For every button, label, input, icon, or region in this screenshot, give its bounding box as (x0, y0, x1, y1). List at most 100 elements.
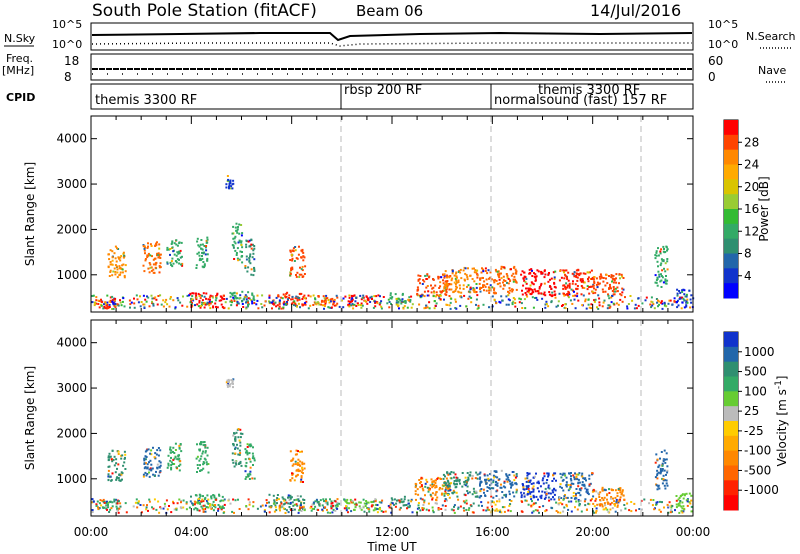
power-colorbar-swatch (724, 134, 738, 151)
power-cell (601, 288, 604, 291)
power-cell (608, 304, 611, 307)
power-cell (166, 248, 169, 251)
power-cell (202, 292, 205, 295)
power-cell (539, 284, 542, 287)
velocity-cell (212, 509, 215, 512)
velocity-cell (233, 432, 236, 435)
power-cell (111, 274, 114, 277)
power-cell (203, 295, 206, 298)
velocity-cell (159, 506, 162, 509)
power-cell (244, 265, 247, 267)
power-cell (626, 307, 629, 310)
power-cell (195, 294, 198, 297)
velocity-cell (300, 478, 303, 481)
power-cell (548, 291, 551, 293)
velocity-cell (616, 492, 619, 495)
velocity-cell (116, 476, 119, 479)
power-cell (596, 281, 599, 284)
power-cell (260, 303, 263, 305)
velocity-cell (567, 500, 570, 503)
velocity-cell (185, 501, 188, 504)
power-cell (170, 243, 173, 245)
power-cell (292, 247, 295, 250)
velocity-cell (662, 478, 665, 481)
velocity-cell (434, 482, 437, 484)
power-cell (468, 295, 471, 298)
velocity-cell (291, 464, 294, 467)
station-title: South Pole Station (fitACF) (92, 1, 317, 21)
power-cell (419, 275, 422, 277)
power-echo-region (654, 245, 669, 288)
velocity-cell (199, 443, 202, 446)
power-cell (380, 300, 383, 303)
power-cell (524, 292, 527, 294)
velocity-cell (419, 486, 422, 489)
power-cell (285, 295, 288, 298)
power-cell (467, 297, 470, 300)
power-cell (549, 278, 551, 281)
velocity-cell (553, 472, 556, 475)
power-cell (144, 258, 147, 260)
power-cell (482, 286, 484, 288)
velocity-cell (302, 498, 305, 501)
power-cell (455, 285, 457, 288)
power-cell (152, 263, 155, 266)
power-cell (124, 264, 127, 267)
power-cell (591, 290, 594, 293)
velocity-cell (549, 492, 552, 495)
power-cell (205, 249, 208, 252)
power-cell (235, 254, 238, 256)
power-cell (253, 269, 256, 272)
velocity-cell (365, 500, 368, 502)
velocity-cell (365, 502, 368, 505)
power-cell (305, 300, 308, 303)
power-cell (206, 236, 209, 239)
velocity-cell (606, 498, 608, 501)
velocity-cell (203, 504, 206, 507)
velocity-cell (560, 476, 563, 479)
velocity-cell (617, 488, 620, 490)
power-cell (229, 300, 232, 303)
velocity-cell (362, 505, 365, 508)
velocity-cell (220, 507, 223, 510)
velocity-cell (299, 460, 302, 463)
velocity-cell (640, 508, 643, 511)
power-cell (492, 279, 495, 282)
velocity-cell (576, 478, 579, 481)
power-echo-region (244, 238, 256, 277)
velocity-cell (521, 500, 524, 503)
power-cell (174, 307, 177, 310)
velocity-cell (275, 499, 278, 502)
velocity-cell (221, 507, 224, 509)
power-cell (495, 279, 498, 282)
power-cell (156, 254, 158, 257)
velocity-cell (155, 470, 157, 473)
velocity-cell (300, 471, 303, 474)
power-cell (659, 250, 662, 253)
velocity-cell (424, 485, 427, 488)
power-cell (567, 290, 570, 293)
velocity-cell (239, 460, 242, 463)
velocity-cell (575, 488, 578, 490)
power-cell (446, 304, 449, 306)
power-cell (98, 306, 101, 309)
velocity-cell (348, 507, 350, 510)
power-cell (201, 294, 203, 297)
velocity-cell (531, 511, 534, 514)
velocity-cell (299, 507, 302, 510)
power-cell (320, 303, 322, 306)
velocity-cell (110, 507, 113, 510)
power-cell (324, 305, 326, 307)
power-cell (116, 247, 118, 250)
velocity-cell (108, 456, 111, 459)
power-cell (122, 263, 125, 266)
velocity-cell (364, 505, 367, 507)
velocity-cell (572, 482, 575, 485)
power-cell (671, 303, 674, 306)
power-cell (112, 307, 115, 310)
power-cell (174, 260, 177, 262)
velocity-cell (661, 501, 663, 504)
power-cell (231, 244, 234, 246)
velocity-cell (148, 500, 151, 503)
velocity-cell (570, 472, 572, 474)
